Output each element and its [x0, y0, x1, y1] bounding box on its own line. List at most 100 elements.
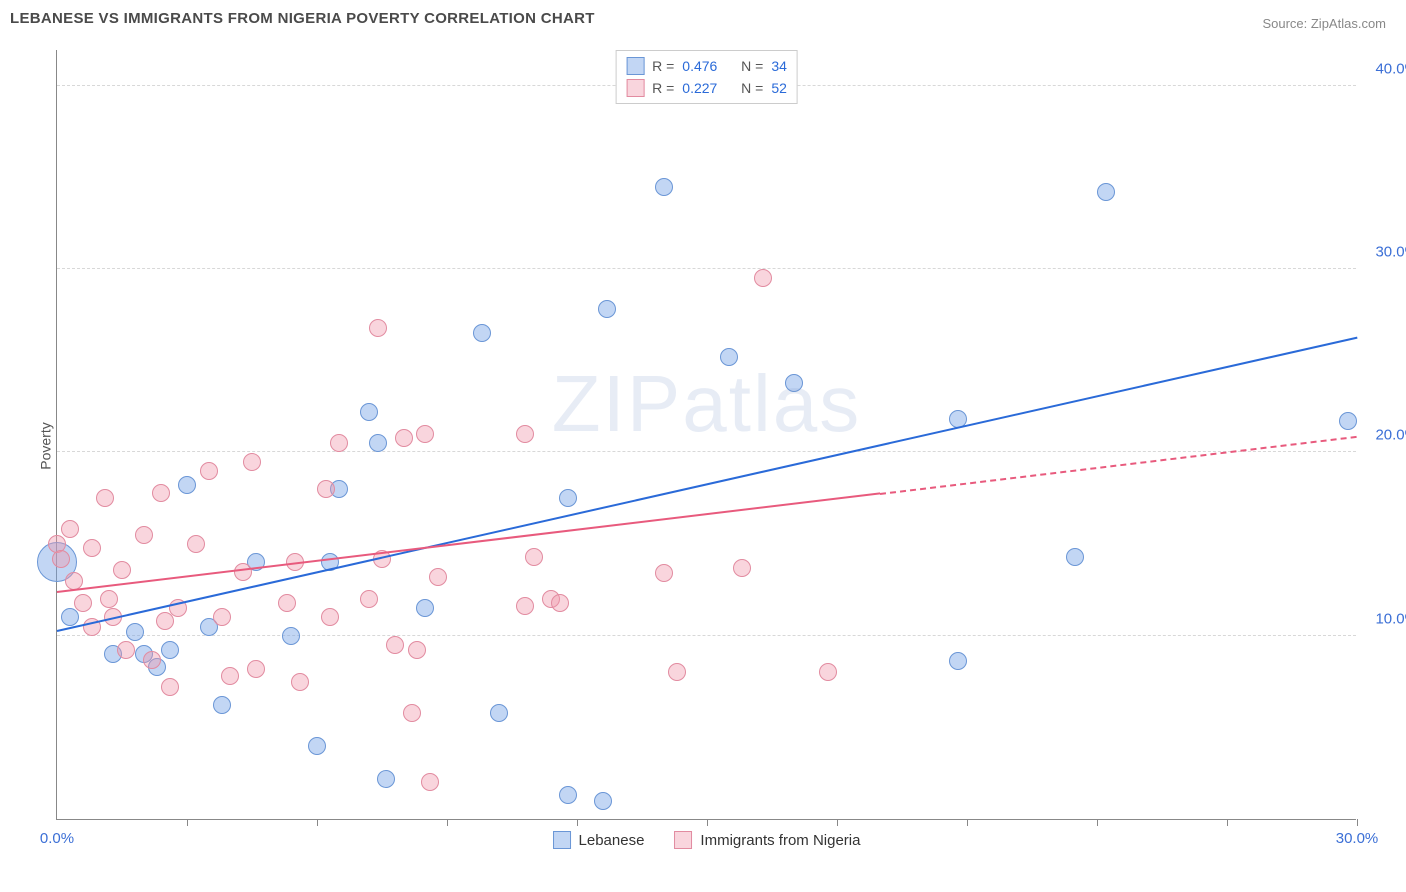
legend-swatch	[626, 79, 644, 97]
series-legend: Lebanese Immigrants from Nigeria	[553, 831, 861, 849]
x-tick	[317, 819, 318, 826]
data-point	[213, 696, 231, 714]
x-tick	[1097, 819, 1098, 826]
correlation-legend: R = 0.476 N = 34 R = 0.227 N = 52	[615, 50, 798, 104]
data-point	[278, 594, 296, 612]
data-point	[594, 792, 612, 810]
x-tick	[187, 819, 188, 826]
data-point	[551, 594, 569, 612]
data-point	[113, 561, 131, 579]
legend-row: R = 0.476 N = 34	[626, 55, 787, 77]
data-point	[126, 623, 144, 641]
x-tick	[577, 819, 578, 826]
data-point	[161, 641, 179, 659]
legend-item: Immigrants from Nigeria	[674, 831, 860, 849]
chart-title: LEBANESE VS IMMIGRANTS FROM NIGERIA POVE…	[10, 10, 1396, 27]
data-point	[161, 678, 179, 696]
data-point	[360, 590, 378, 608]
data-point	[308, 737, 326, 755]
trendline	[57, 337, 1357, 632]
y-tick-label: 30.0%	[1375, 244, 1406, 261]
data-point	[668, 663, 686, 681]
gridline	[57, 635, 1356, 636]
x-tick	[707, 819, 708, 826]
data-point	[516, 425, 534, 443]
legend-label: Lebanese	[579, 832, 645, 849]
data-point	[416, 599, 434, 617]
data-point	[395, 429, 413, 447]
data-point	[1097, 183, 1115, 201]
y-tick-label: 40.0%	[1375, 60, 1406, 77]
legend-swatch	[553, 831, 571, 849]
data-point	[282, 627, 300, 645]
correlation-chart: LEBANESE VS IMMIGRANTS FROM NIGERIA POVE…	[10, 10, 1396, 882]
data-point	[473, 324, 491, 342]
y-tick-label: 10.0%	[1375, 610, 1406, 627]
legend-label: Immigrants from Nigeria	[700, 832, 860, 849]
data-point	[429, 568, 447, 586]
data-point	[598, 300, 616, 318]
data-point	[187, 535, 205, 553]
data-point	[785, 374, 803, 392]
plot-area: ZIPatlas 10.0%20.0%30.0%40.0%0.0%30.0% R…	[56, 50, 1356, 820]
data-point	[1339, 412, 1357, 430]
data-point	[96, 489, 114, 507]
data-point	[360, 403, 378, 421]
legend-swatch	[674, 831, 692, 849]
data-point	[516, 597, 534, 615]
legend-swatch	[626, 57, 644, 75]
trendline	[880, 436, 1357, 495]
x-tick-label: 0.0%	[40, 830, 74, 847]
data-point	[143, 651, 161, 669]
data-point	[178, 476, 196, 494]
data-point	[377, 770, 395, 788]
data-point	[655, 564, 673, 582]
data-point	[317, 480, 335, 498]
x-tick	[1227, 819, 1228, 826]
data-point	[421, 773, 439, 791]
data-point	[403, 704, 421, 722]
x-tick	[447, 819, 448, 826]
data-point	[1066, 548, 1084, 566]
y-axis-label: Poverty	[38, 422, 54, 469]
data-point	[408, 641, 426, 659]
data-point	[369, 434, 387, 452]
data-point	[243, 453, 261, 471]
data-point	[135, 526, 153, 544]
legend-item: Lebanese	[553, 831, 645, 849]
data-point	[321, 608, 339, 626]
data-point	[490, 704, 508, 722]
data-point	[117, 641, 135, 659]
y-tick-label: 20.0%	[1375, 427, 1406, 444]
data-point	[733, 559, 751, 577]
data-point	[949, 652, 967, 670]
data-point	[559, 786, 577, 804]
data-point	[65, 572, 83, 590]
data-point	[655, 178, 673, 196]
x-tick	[1357, 819, 1358, 826]
data-point	[369, 319, 387, 337]
data-point	[386, 636, 404, 654]
watermark: ZIPatlas	[552, 358, 861, 450]
data-point	[416, 425, 434, 443]
data-point	[61, 520, 79, 538]
data-point	[559, 489, 577, 507]
data-point	[247, 660, 265, 678]
data-point	[754, 269, 772, 287]
x-tick-label: 30.0%	[1336, 830, 1379, 847]
data-point	[720, 348, 738, 366]
trendline	[57, 493, 881, 594]
data-point	[52, 550, 70, 568]
data-point	[213, 608, 231, 626]
data-point	[83, 539, 101, 557]
gridline	[57, 268, 1356, 269]
data-point	[291, 673, 309, 691]
data-point	[525, 548, 543, 566]
data-point	[100, 590, 118, 608]
data-point	[330, 434, 348, 452]
data-point	[819, 663, 837, 681]
data-point	[61, 608, 79, 626]
data-point	[152, 484, 170, 502]
x-tick	[967, 819, 968, 826]
legend-row: R = 0.227 N = 52	[626, 77, 787, 99]
